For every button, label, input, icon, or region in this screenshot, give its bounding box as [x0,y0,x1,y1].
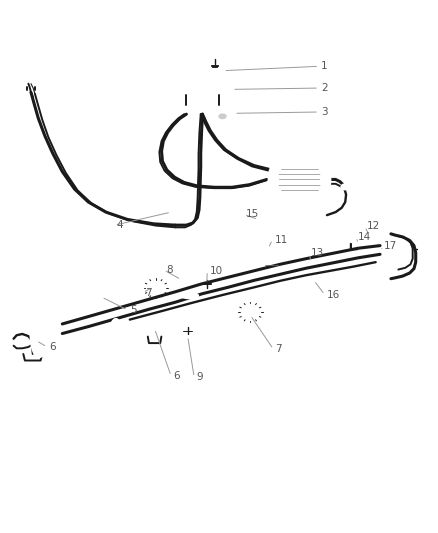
Text: 9: 9 [196,373,203,383]
Text: 12: 12 [367,221,380,231]
Text: 2: 2 [321,83,328,93]
Bar [302,255,315,263]
Text: 10: 10 [209,266,223,276]
Text: 7: 7 [145,288,152,297]
Text: 16: 16 [327,290,340,300]
Text: 3: 3 [321,107,328,117]
Text: 7: 7 [276,344,282,354]
Text: 4: 4 [117,220,124,230]
Bar [204,278,210,282]
Ellipse shape [219,114,226,118]
Text: 6: 6 [173,371,180,381]
Text: 1: 1 [321,61,328,71]
Ellipse shape [321,166,330,193]
Text: 13: 13 [311,248,325,259]
Ellipse shape [268,166,278,193]
Text: 14: 14 [358,232,371,242]
Bar [265,261,278,269]
Bar [184,325,191,330]
Ellipse shape [341,184,349,189]
Ellipse shape [181,274,198,279]
Text: 17: 17 [384,240,397,251]
Text: 15: 15 [246,209,259,219]
Bar [181,277,198,296]
Text: 11: 11 [275,235,288,245]
Ellipse shape [31,315,48,357]
Text: 5: 5 [130,305,136,315]
Text: 8: 8 [166,265,173,275]
Ellipse shape [181,293,198,298]
Ellipse shape [110,319,122,353]
Bar [212,61,217,64]
Text: 6: 6 [49,342,56,352]
